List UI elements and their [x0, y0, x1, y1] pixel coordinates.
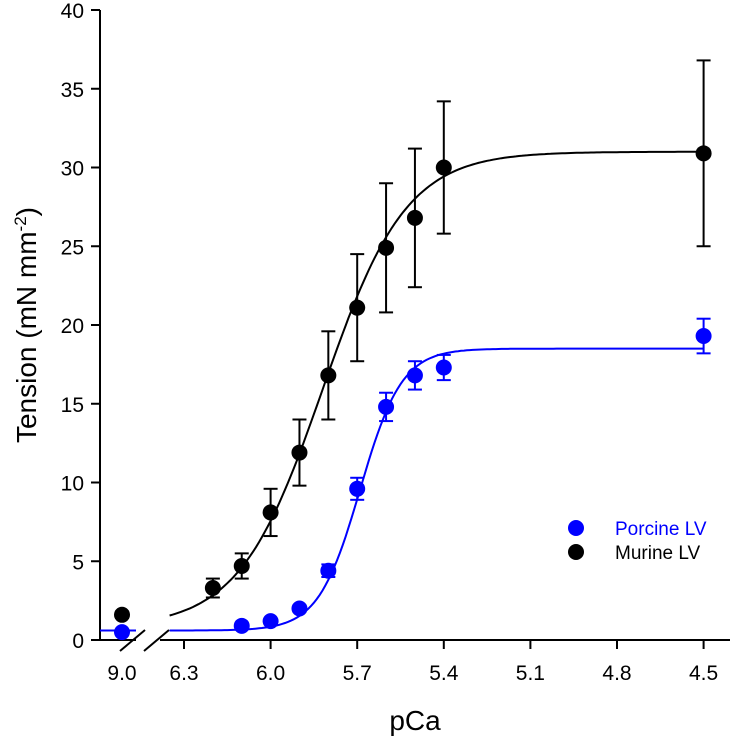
data-point	[291, 444, 308, 461]
legend-marker	[568, 520, 584, 536]
x-tick-label: 4.8	[602, 662, 631, 685]
x-tick-label: 5.4	[429, 662, 459, 685]
axis-break-mark	[119, 629, 146, 652]
data-point	[378, 398, 395, 415]
y-tick-label: 0	[72, 630, 84, 653]
x-tick-label: 5.7	[343, 662, 372, 685]
y-tick-label: 10	[61, 473, 84, 496]
y-tick-label: 20	[61, 315, 84, 338]
legend: Porcine LV Murine LV	[568, 519, 707, 564]
data-point	[233, 557, 250, 574]
data-point	[114, 606, 130, 623]
data-point	[378, 239, 395, 256]
fit-curve-porcine-lv	[169, 347, 704, 632]
data-point	[262, 613, 279, 630]
data-point	[320, 562, 337, 579]
y-axis-label: Tension (mN mm-2)	[11, 207, 42, 443]
y-tick-label: 25	[61, 236, 84, 259]
y-tick-label: 15	[61, 394, 84, 417]
x-axis-label: pCa	[389, 705, 441, 736]
data-point	[406, 367, 423, 384]
data-point	[291, 600, 308, 617]
data-point	[262, 504, 279, 521]
data-point	[204, 580, 221, 597]
data-point	[435, 159, 452, 176]
data-point	[349, 299, 366, 316]
x-tick-label: 4.5	[689, 662, 718, 685]
y-tick-label: 30	[61, 158, 84, 181]
legend-label: Porcine LV	[615, 519, 707, 540]
data-point	[114, 624, 130, 641]
data-point	[320, 367, 337, 384]
data-point	[233, 617, 250, 634]
y-tick-label: 40	[61, 0, 84, 23]
y-tick-label: 5	[72, 551, 84, 574]
x-tick-label: 5.1	[516, 662, 545, 685]
legend-marker	[568, 544, 584, 560]
x-tick-label: 6.3	[169, 662, 198, 685]
data-point	[349, 480, 366, 497]
data-point	[695, 145, 712, 162]
data-point	[435, 359, 452, 376]
data-point	[695, 328, 712, 345]
axis-break-mark	[143, 629, 170, 652]
x-tick-label: 6.0	[256, 662, 285, 685]
y-tick-label: 35	[61, 79, 84, 102]
data-point	[406, 209, 423, 226]
fit-curve-murine-lv	[169, 150, 704, 617]
legend-label: Murine LV	[615, 543, 701, 564]
x-tick-label: 9.0	[107, 662, 136, 685]
